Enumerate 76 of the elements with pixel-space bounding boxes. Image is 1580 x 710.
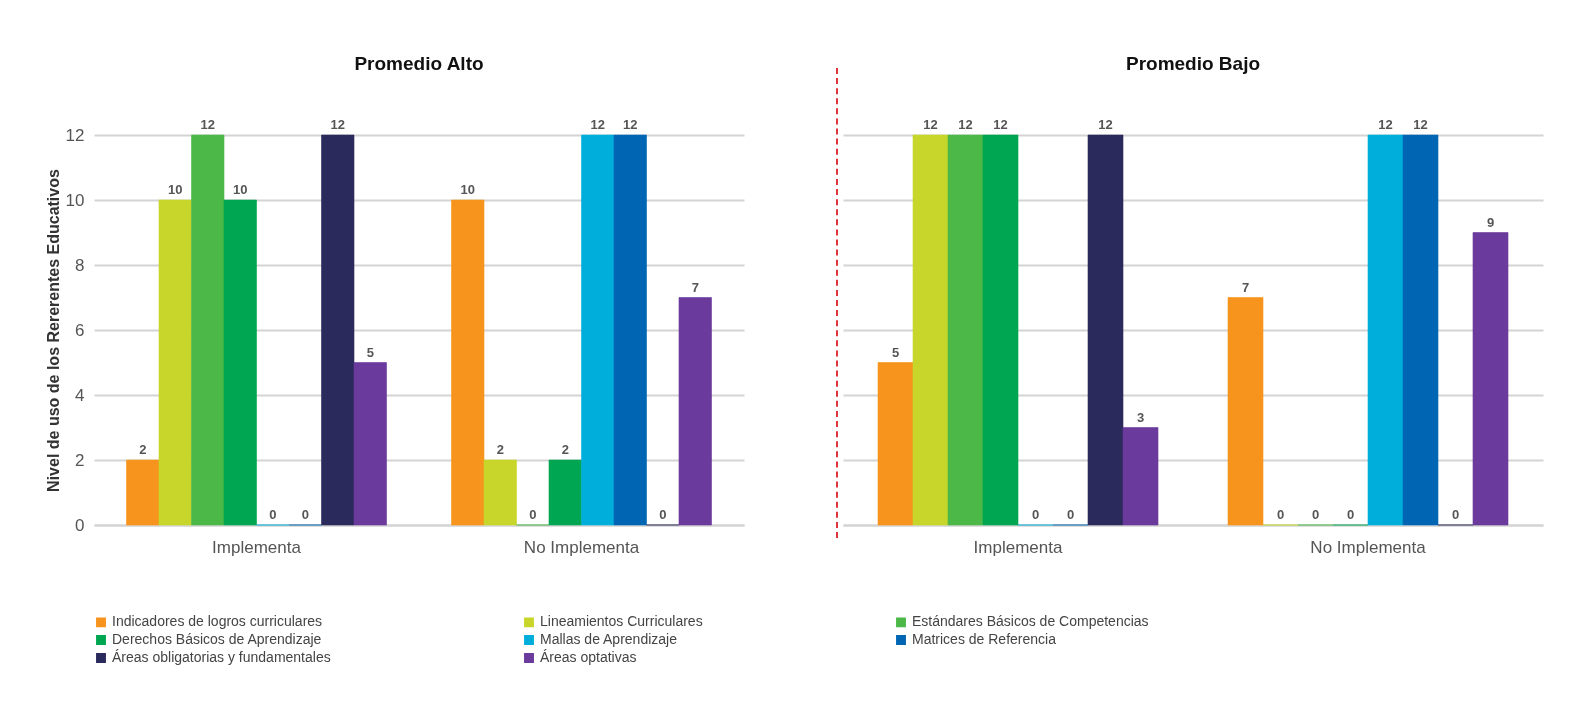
data-label: 0 <box>529 507 537 522</box>
chart-title: Promedio Bajo <box>1125 53 1261 74</box>
data-label: 12 <box>923 117 938 132</box>
legend-label: Indicadores de logros curriculares <box>112 613 323 630</box>
data-label: 10 <box>233 182 248 197</box>
data-label: 7 <box>1241 279 1250 295</box>
data-label: 0 <box>1031 507 1040 522</box>
bar <box>678 297 712 526</box>
legend-label: Áreas obligatorias y fundamentales <box>112 649 331 665</box>
bar <box>982 134 1019 526</box>
data-label: 0 <box>301 507 309 522</box>
y-tick-label: 12 <box>65 125 85 145</box>
x-tick-label: No Implementa <box>1310 537 1427 557</box>
bar <box>1227 297 1264 526</box>
data-label: 0 <box>1346 507 1355 522</box>
y-tick-label: 4 <box>75 385 85 405</box>
y-tick-label: 6 <box>75 320 85 340</box>
data-label: 10 <box>460 182 475 197</box>
data-label: 3 <box>1136 409 1145 425</box>
legend-label: Mallas de Aprendizaje <box>540 631 678 647</box>
legend-label: Matrices de Referencia <box>912 631 1057 647</box>
data-label: 12 <box>330 117 345 132</box>
data-label: 12 <box>958 117 973 132</box>
data-label: 5 <box>366 344 374 360</box>
bar <box>947 134 984 526</box>
bar <box>912 134 949 526</box>
data-label: 0 <box>1451 507 1460 522</box>
data-label: 0 <box>1311 507 1320 522</box>
bar <box>581 134 615 526</box>
data-label: 2 <box>139 442 147 457</box>
bar <box>1087 134 1124 526</box>
bar <box>1472 232 1509 526</box>
data-label: 0 <box>269 507 277 522</box>
bar <box>321 134 355 526</box>
data-label: 10 <box>168 182 183 197</box>
y-tick-label: 0 <box>75 515 85 535</box>
data-label: 7 <box>691 279 699 295</box>
y-tick-label: 8 <box>75 255 85 275</box>
data-label: 2 <box>496 442 504 457</box>
legend-label: Estándares Básicos de Competencias <box>912 613 1149 630</box>
bar <box>451 199 485 526</box>
data-label: 12 <box>1378 117 1393 132</box>
y-tick-label: 10 <box>65 190 85 210</box>
data-label: 0 <box>1276 507 1285 522</box>
bar <box>877 362 914 526</box>
data-label: 12 <box>993 117 1008 132</box>
bar <box>1122 427 1159 526</box>
data-label: 0 <box>659 507 667 522</box>
x-tick-label: Implementa <box>212 537 302 557</box>
legend-label: Lineamientos Curriculares <box>540 613 703 630</box>
bar <box>126 459 160 526</box>
data-label: 12 <box>1413 117 1428 132</box>
data-label: 0 <box>1066 507 1075 522</box>
data-label: 9 <box>1486 214 1495 230</box>
x-tick-label: Implementa <box>973 537 1063 557</box>
data-label: 12 <box>590 117 605 132</box>
bar <box>1402 134 1439 526</box>
y-axis-title: Nivel de uso de los Rererentes Educativos <box>44 169 62 492</box>
bar <box>223 199 257 526</box>
legend-label: Áreas optativas <box>540 649 637 665</box>
y-tick-label: 2 <box>75 450 85 470</box>
data-label: 12 <box>200 117 215 132</box>
bar <box>353 362 387 526</box>
bar <box>483 459 517 526</box>
bar <box>191 134 225 526</box>
x-tick-label: No Implementa <box>523 537 640 557</box>
chart-title: Promedio Alto <box>354 53 484 74</box>
bar <box>1367 134 1404 526</box>
legend-label: Derechos Básicos de Aprendizaje <box>112 631 322 647</box>
data-label: 5 <box>891 344 900 360</box>
data-label: 2 <box>561 442 569 457</box>
bar <box>158 199 192 526</box>
data-label: 12 <box>1098 117 1113 132</box>
bar <box>613 134 647 526</box>
data-label: 12 <box>623 117 638 132</box>
bar <box>548 459 582 526</box>
